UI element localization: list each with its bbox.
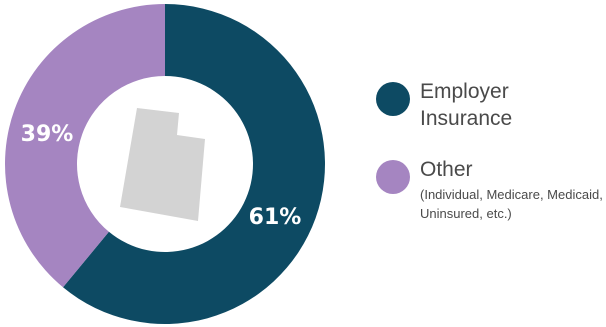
legend-item-other: Other (Individual, Medicare, Medicaid, U…	[376, 156, 604, 223]
legend-sublabel-other: (Individual, Medicare, Medicaid, Uninsur…	[420, 187, 603, 221]
donut-slices	[4, 4, 326, 324]
legend-label-other: Other	[420, 158, 473, 181]
slice-label-employer-insurance: 61%	[249, 205, 302, 230]
employer-insurance-swatch-icon	[376, 82, 410, 116]
slice-label-other: 39%	[21, 122, 74, 147]
other-swatch-icon	[376, 160, 410, 194]
legend-item-employer-insurance: Employer Insurance	[376, 78, 604, 132]
donut-slice-employer-insurance	[63, 4, 326, 324]
donut-slice-other	[4, 4, 165, 288]
legend-label-employer-insurance: Employer Insurance	[420, 80, 513, 130]
donut-chart: 61% 39%	[4, 4, 326, 324]
slice-labels: 61% 39%	[21, 122, 302, 230]
utah-state-silhouette-icon	[120, 108, 205, 221]
legend: Employer Insurance Other (Individual, Me…	[376, 78, 604, 223]
